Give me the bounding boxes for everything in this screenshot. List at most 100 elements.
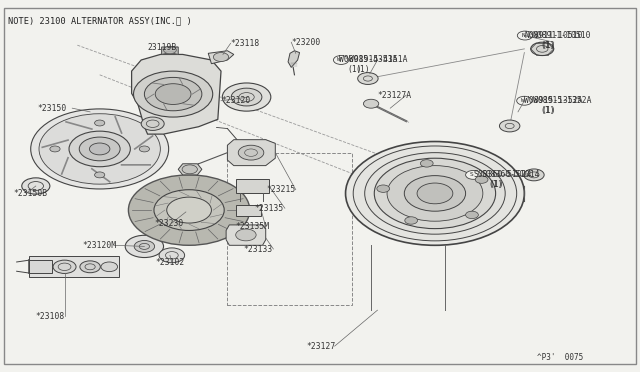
Polygon shape xyxy=(162,47,178,54)
Circle shape xyxy=(134,71,212,117)
Circle shape xyxy=(231,88,262,106)
Circle shape xyxy=(465,211,478,219)
Circle shape xyxy=(531,42,554,55)
Circle shape xyxy=(238,145,264,160)
Bar xyxy=(227,153,352,305)
Text: *23215: *23215 xyxy=(266,185,296,194)
Text: *23133: *23133 xyxy=(243,244,273,253)
Circle shape xyxy=(236,229,256,241)
Circle shape xyxy=(524,169,544,181)
Text: *23127A: *23127A xyxy=(378,91,412,100)
Circle shape xyxy=(95,172,105,178)
Text: (1): (1) xyxy=(348,65,362,74)
Polygon shape xyxy=(178,164,202,175)
Text: W08915-1352A: W08915-1352A xyxy=(532,96,591,105)
Circle shape xyxy=(145,77,202,111)
Circle shape xyxy=(50,146,60,152)
Polygon shape xyxy=(208,51,234,64)
Text: *23150B: *23150B xyxy=(13,189,47,198)
Circle shape xyxy=(417,183,453,204)
Circle shape xyxy=(156,84,191,105)
Text: W08915-1352A: W08915-1352A xyxy=(524,96,583,105)
Circle shape xyxy=(69,131,131,167)
Text: *23108: *23108 xyxy=(36,312,65,321)
Circle shape xyxy=(101,262,118,272)
Text: *23150: *23150 xyxy=(38,104,67,113)
Circle shape xyxy=(374,158,495,229)
Text: W08915-4351A: W08915-4351A xyxy=(339,55,397,64)
Text: *23127: *23127 xyxy=(306,341,335,350)
Text: S: S xyxy=(470,172,473,177)
Circle shape xyxy=(404,176,466,211)
Text: W: W xyxy=(520,98,524,103)
Circle shape xyxy=(164,46,176,54)
Polygon shape xyxy=(236,179,269,193)
Text: *23120: *23120 xyxy=(221,96,250,105)
Text: *23102: *23102 xyxy=(156,258,185,267)
Text: *23118: *23118 xyxy=(230,39,260,48)
Polygon shape xyxy=(288,51,300,67)
Text: (1): (1) xyxy=(540,41,555,50)
Circle shape xyxy=(141,117,164,131)
Circle shape xyxy=(154,190,224,231)
Circle shape xyxy=(159,248,184,263)
Circle shape xyxy=(377,185,390,192)
Circle shape xyxy=(125,235,164,257)
Polygon shape xyxy=(227,140,275,166)
Circle shape xyxy=(365,153,505,234)
Text: ^P3'  0075: ^P3' 0075 xyxy=(537,353,584,362)
Circle shape xyxy=(333,55,349,64)
Text: *23230: *23230 xyxy=(154,219,183,228)
Circle shape xyxy=(517,31,532,40)
Circle shape xyxy=(167,197,211,223)
Circle shape xyxy=(79,137,120,161)
Text: (1): (1) xyxy=(490,180,504,189)
Circle shape xyxy=(129,175,250,245)
Polygon shape xyxy=(236,205,261,216)
Circle shape xyxy=(364,99,379,108)
Text: *23135: *23135 xyxy=(255,204,284,213)
Circle shape xyxy=(213,52,228,61)
Text: W: W xyxy=(337,58,341,62)
Circle shape xyxy=(499,120,520,132)
Text: S08360-51014: S08360-51014 xyxy=(481,170,540,179)
Circle shape xyxy=(222,83,271,111)
Polygon shape xyxy=(29,256,119,277)
Circle shape xyxy=(387,166,483,221)
Circle shape xyxy=(346,141,524,245)
Polygon shape xyxy=(226,225,266,245)
Text: W08915-4351A: W08915-4351A xyxy=(349,55,408,64)
Circle shape xyxy=(516,96,532,105)
Polygon shape xyxy=(132,54,221,134)
Text: (1): (1) xyxy=(356,65,371,74)
Text: (1): (1) xyxy=(541,106,556,115)
Circle shape xyxy=(358,73,378,84)
Text: *23200: *23200 xyxy=(291,38,321,47)
Circle shape xyxy=(39,114,161,184)
Circle shape xyxy=(95,120,105,126)
Text: N08911-10510: N08911-10510 xyxy=(532,31,591,40)
Text: *23120M: *23120M xyxy=(83,241,116,250)
Circle shape xyxy=(90,143,110,155)
Circle shape xyxy=(466,170,481,179)
Circle shape xyxy=(134,240,155,252)
Text: S08360-51014: S08360-51014 xyxy=(473,170,532,179)
Circle shape xyxy=(404,217,417,224)
Circle shape xyxy=(140,146,150,152)
Text: NOTE) 23100 ALTERNATOR ASSY(INC.※ ): NOTE) 23100 ALTERNATOR ASSY(INC.※ ) xyxy=(8,17,192,26)
Circle shape xyxy=(31,109,169,189)
Circle shape xyxy=(80,261,100,273)
Text: N: N xyxy=(521,33,525,38)
Polygon shape xyxy=(29,260,52,273)
Text: *23135M: *23135M xyxy=(236,222,270,231)
Circle shape xyxy=(53,260,76,273)
Circle shape xyxy=(476,176,488,183)
Text: N08911-10510: N08911-10510 xyxy=(524,31,583,40)
Text: 23119B: 23119B xyxy=(148,42,177,51)
Circle shape xyxy=(22,178,50,194)
Text: (1): (1) xyxy=(541,41,556,50)
Circle shape xyxy=(353,146,516,241)
Text: (1): (1) xyxy=(540,106,555,115)
Circle shape xyxy=(420,160,433,167)
Text: (1): (1) xyxy=(488,180,502,189)
